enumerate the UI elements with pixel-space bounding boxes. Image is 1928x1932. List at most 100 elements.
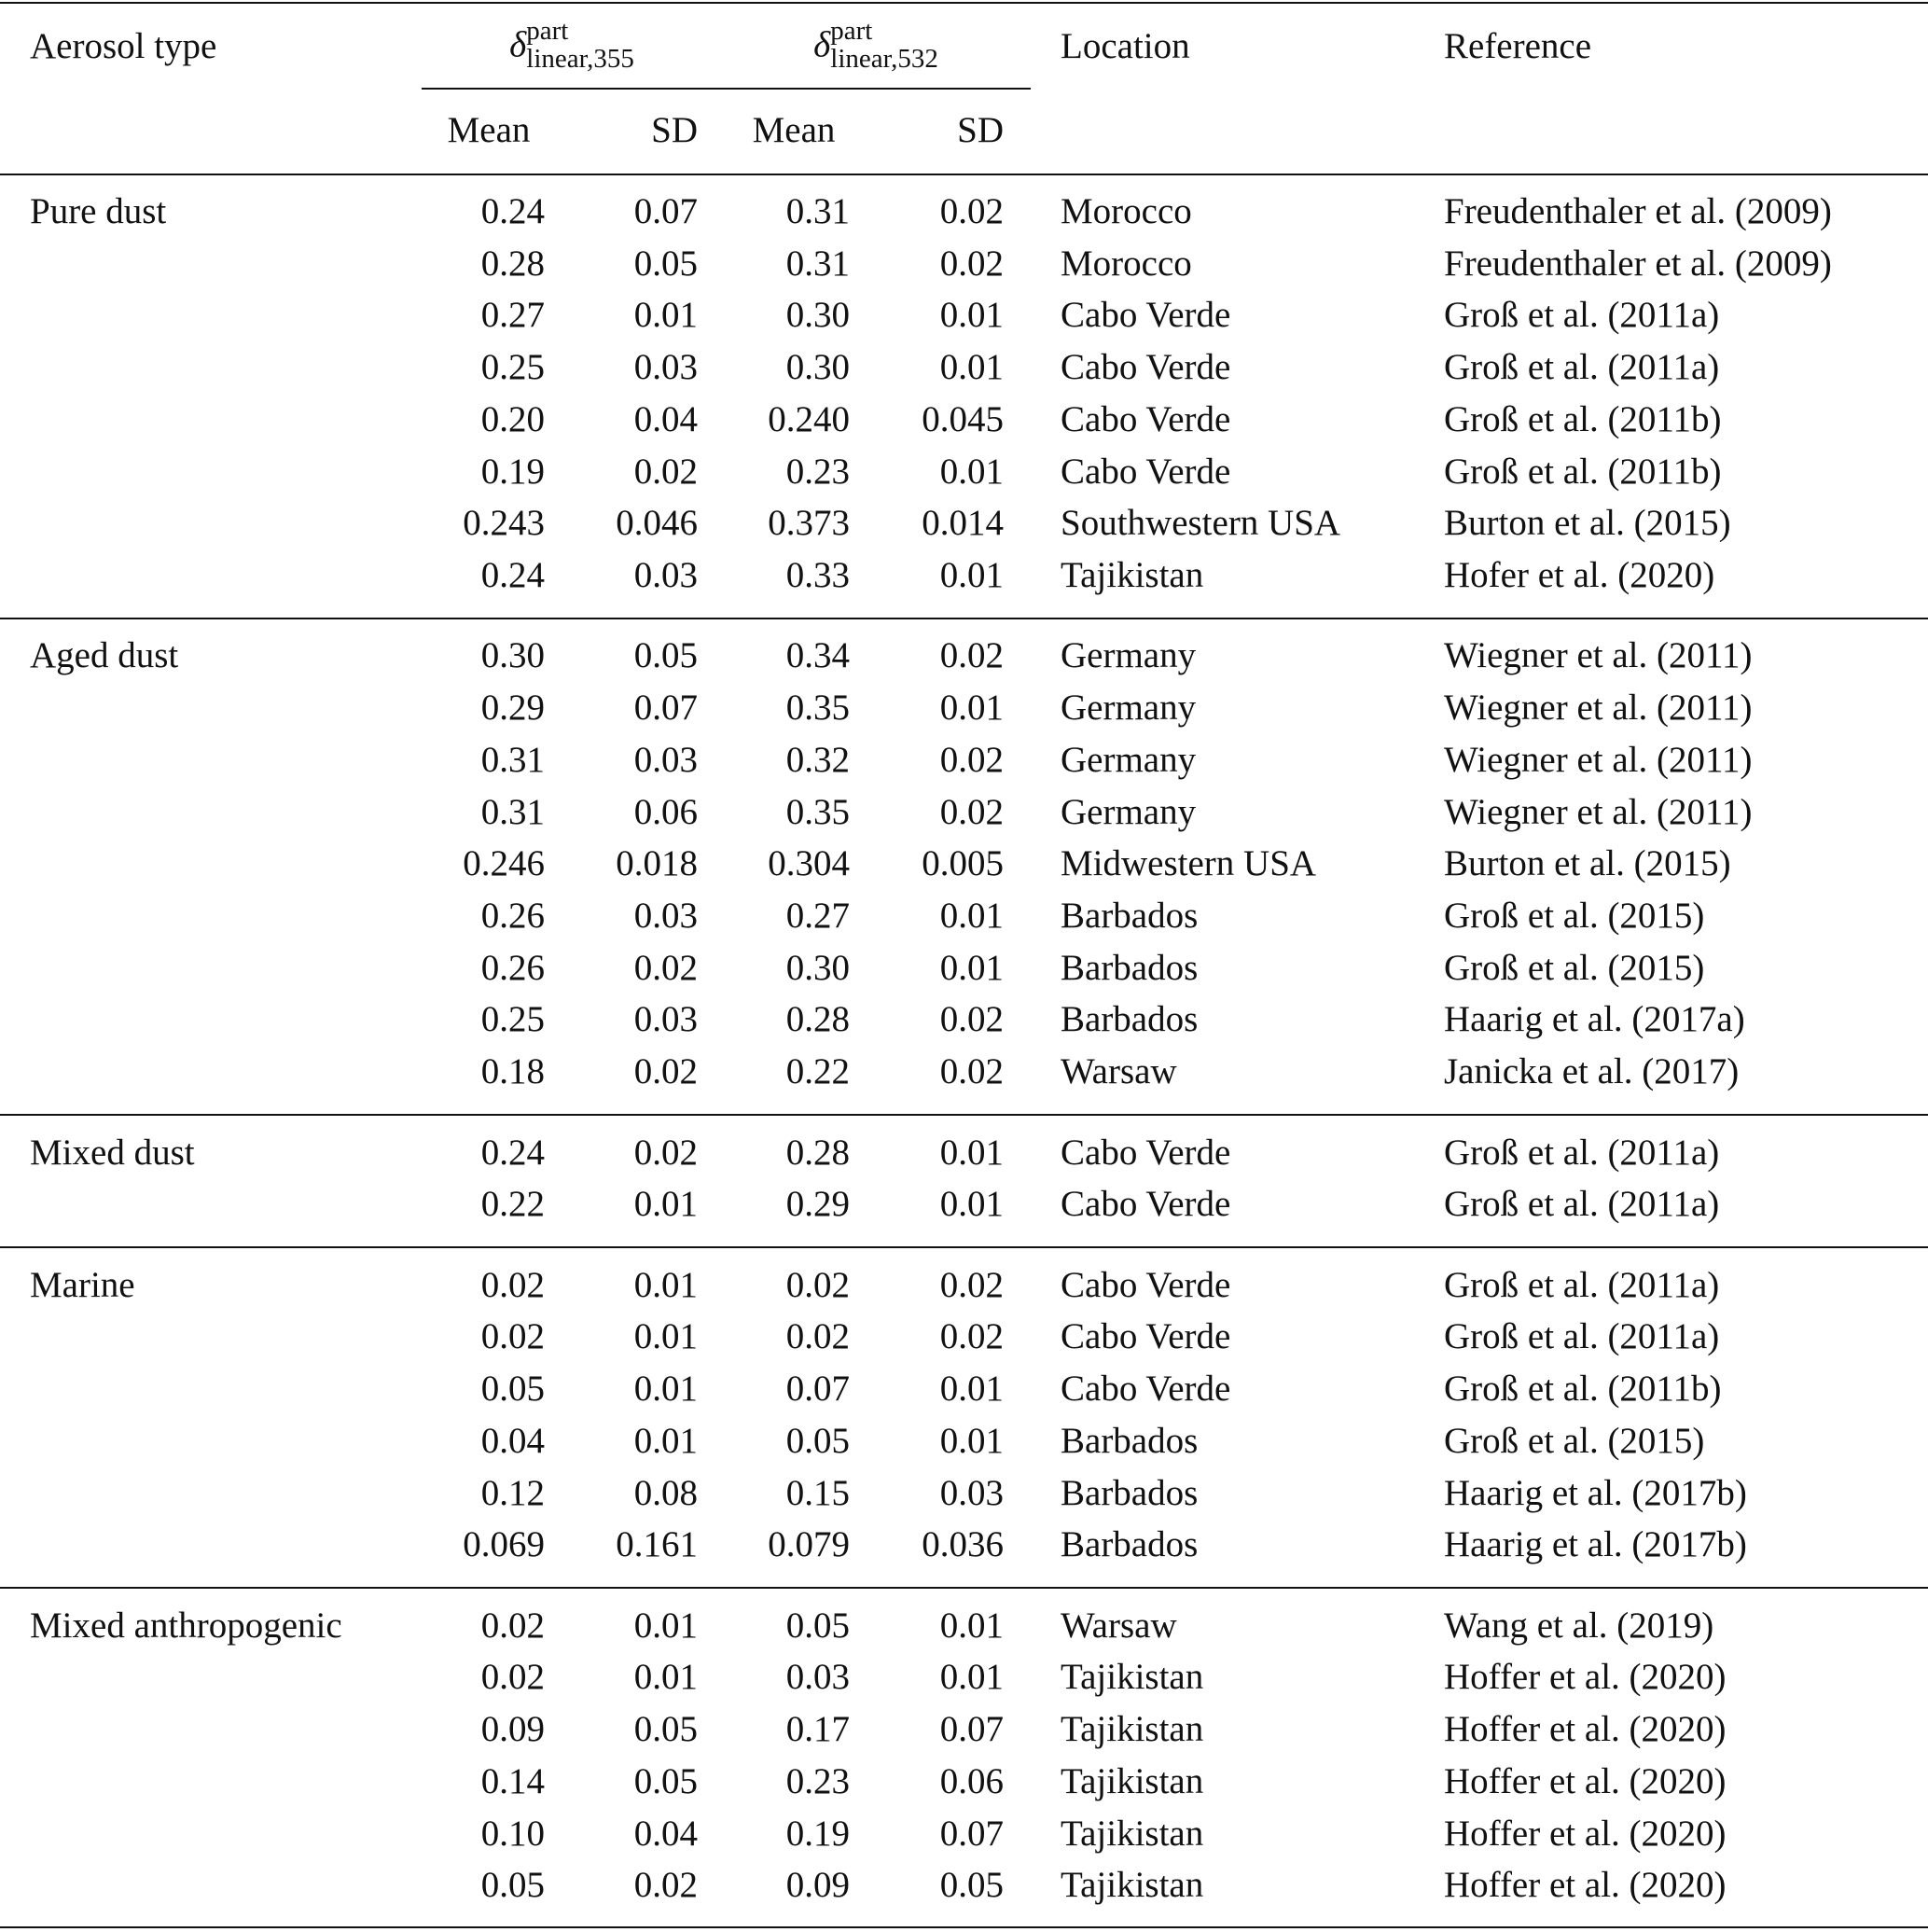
value-cell: 0.02 [480, 1657, 545, 1698]
value-cell: 0.01 [939, 1132, 1004, 1173]
value-cell: 0.03 [633, 554, 698, 595]
value-cell: 0.01 [633, 1316, 698, 1357]
location-cell: Tajikistan [1061, 1865, 1204, 1906]
subscript: linear,532 [830, 44, 938, 74]
value-cell: 0.02 [633, 1051, 698, 1091]
value-cell: 0.01 [939, 895, 1004, 936]
reference-cell: Groß et al. (2011a) [1444, 1132, 1720, 1173]
value-cell: 0.07 [939, 1709, 1004, 1750]
reference-cell: Freudenthaler et al. (2009) [1444, 243, 1832, 284]
reference-cell: Wiegner et al. (2011) [1444, 791, 1753, 832]
value-cell: 0.24 [480, 1132, 545, 1173]
value-cell: 0.26 [480, 895, 545, 936]
location-cell: Cabo Verde [1061, 1132, 1231, 1173]
reference-cell: Groß et al. (2011a) [1444, 1316, 1720, 1357]
value-cell: 0.069 [463, 1524, 545, 1565]
reference-cell: Groß et al. (2011a) [1444, 295, 1720, 336]
value-cell: 0.32 [785, 739, 850, 780]
reference-cell: Wiegner et al. (2011) [1444, 688, 1753, 729]
location-cell: Germany [1061, 739, 1197, 780]
value-cell: 0.03 [633, 739, 698, 780]
location-cell: Cabo Verde [1061, 1184, 1231, 1225]
subheader-cell: SD [957, 110, 1004, 150]
rule [0, 1114, 1928, 1116]
value-cell: 0.04 [633, 1813, 698, 1854]
location-cell: Midwestern USA [1061, 843, 1317, 884]
location-cell: Tajikistan [1061, 1709, 1204, 1750]
reference-cell: Hofer et al. (2020) [1444, 554, 1715, 595]
value-cell: 0.06 [633, 791, 698, 832]
value-cell: 0.01 [633, 1184, 698, 1225]
value-cell: 0.02 [633, 947, 698, 988]
value-cell: 0.02 [480, 1605, 545, 1646]
location-cell: Barbados [1061, 1524, 1199, 1565]
location-cell: Warsaw [1061, 1605, 1177, 1646]
location-cell: Barbados [1061, 999, 1199, 1040]
location-cell: Germany [1061, 635, 1197, 676]
value-cell: 0.09 [785, 1865, 850, 1906]
value-cell: 0.30 [785, 347, 850, 388]
value-cell: 0.30 [785, 947, 850, 988]
value-cell: 0.02 [939, 1264, 1004, 1305]
location-cell: Tajikistan [1061, 1813, 1204, 1854]
rule [422, 88, 1031, 90]
location-cell: Morocco [1061, 243, 1192, 284]
location-cell: Cabo Verde [1061, 1264, 1231, 1305]
value-cell: 0.19 [480, 451, 545, 492]
value-cell: 0.05 [633, 243, 698, 284]
value-cell: 0.02 [785, 1316, 850, 1357]
value-cell: 0.23 [785, 451, 850, 492]
value-cell: 0.05 [785, 1420, 850, 1461]
value-cell: 0.27 [480, 295, 545, 336]
value-cell: 0.25 [480, 999, 545, 1040]
value-cell: 0.24 [480, 554, 545, 595]
value-cell: 0.03 [939, 1472, 1004, 1513]
value-cell: 0.30 [480, 635, 545, 676]
reference-cell: Hoffer et al. (2020) [1444, 1657, 1727, 1698]
value-cell: 0.29 [480, 688, 545, 729]
reference-cell: Groß et al. (2015) [1444, 947, 1705, 988]
value-cell: 0.02 [480, 1264, 545, 1305]
value-cell: 0.304 [768, 843, 850, 884]
location-cell: Cabo Verde [1061, 295, 1231, 336]
value-cell: 0.03 [633, 347, 698, 388]
location-cell: Cabo Verde [1061, 1369, 1231, 1410]
subheader-cell: Mean [447, 110, 531, 150]
value-cell: 0.01 [633, 1420, 698, 1461]
value-cell: 0.02 [939, 635, 1004, 676]
value-cell: 0.05 [633, 1760, 698, 1801]
value-cell: 0.01 [633, 1369, 698, 1410]
location-cell: Germany [1061, 688, 1197, 729]
location-cell: Barbados [1061, 947, 1199, 988]
value-cell: 0.31 [480, 791, 545, 832]
value-cell: 0.01 [939, 554, 1004, 595]
subheader-cell: SD [651, 110, 698, 150]
value-cell: 0.046 [616, 503, 698, 544]
reference-cell: Wang et al. (2019) [1444, 1605, 1714, 1646]
symbol: δ [509, 24, 527, 65]
value-cell: 0.079 [768, 1524, 850, 1565]
value-cell: 0.05 [633, 1709, 698, 1750]
header-cell: Reference [1444, 26, 1592, 66]
location-cell: Barbados [1061, 895, 1199, 936]
value-cell: 0.30 [785, 295, 850, 336]
symbol: δ [813, 24, 831, 65]
value-cell: 0.28 [785, 1132, 850, 1173]
value-cell: 0.01 [939, 1657, 1004, 1698]
location-cell: Southwestern USA [1061, 503, 1341, 544]
superscript: part [830, 16, 873, 46]
value-cell: 0.35 [785, 791, 850, 832]
value-cell: 0.161 [616, 1524, 698, 1565]
reference-cell: Hoffer et al. (2020) [1444, 1813, 1727, 1854]
rule [0, 1246, 1928, 1249]
value-cell: 0.28 [785, 999, 850, 1040]
value-cell: 0.05 [633, 635, 698, 676]
value-cell: 0.02 [939, 1051, 1004, 1091]
value-cell: 0.01 [939, 451, 1004, 492]
reference-cell: Burton et al. (2015) [1444, 503, 1731, 544]
value-cell: 0.02 [785, 1264, 850, 1305]
value-cell: 0.33 [785, 554, 850, 595]
value-cell: 0.02 [480, 1316, 545, 1357]
location-cell: Cabo Verde [1061, 1316, 1231, 1357]
subscript: linear,355 [526, 44, 634, 74]
